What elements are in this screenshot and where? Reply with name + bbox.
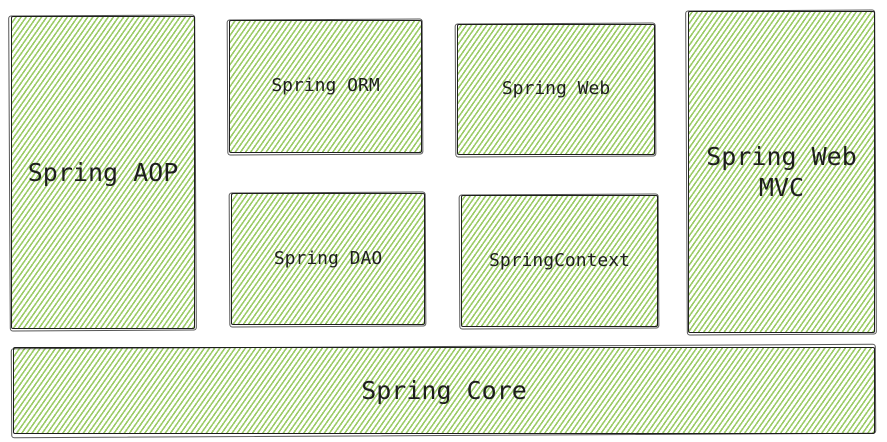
module-spring-dao: Spring DAO	[231, 193, 425, 325]
module-label: Spring ORM	[271, 75, 380, 97]
module-spring-web: Spring Web	[457, 24, 655, 155]
module-spring-context: SpringContext	[461, 195, 658, 327]
module-spring-aop: Spring AOP	[11, 16, 195, 329]
module-label: Spring Core	[361, 375, 527, 405]
module-label: Spring AOP	[27, 157, 179, 187]
module-spring-core: Spring Core	[13, 347, 875, 434]
module-label: Spring Web	[501, 78, 611, 100]
module-label: SpringContext	[489, 249, 630, 271]
module-spring-web-mvc: Spring Web MVC	[688, 11, 875, 333]
module-label: Spring Web MVC	[706, 141, 857, 202]
module-label: Spring DAO	[273, 247, 383, 269]
module-spring-orm: Spring ORM	[229, 20, 422, 153]
